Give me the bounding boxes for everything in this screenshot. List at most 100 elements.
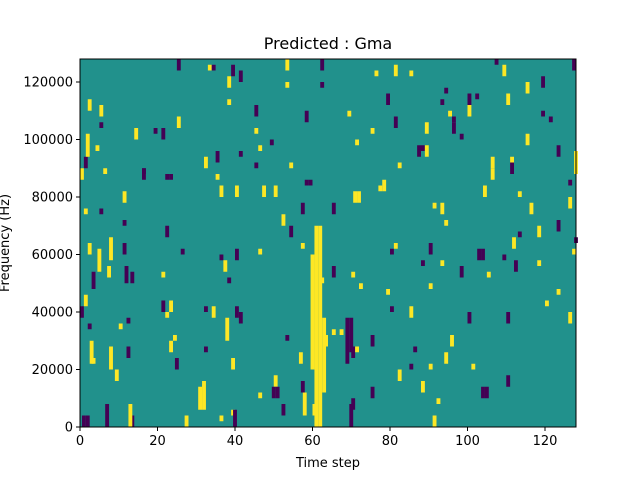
heatmap-cell	[510, 162, 514, 174]
x-tick-label: 100	[455, 434, 480, 449]
heatmap-cell	[211, 306, 216, 318]
x-axis-label: Time step	[295, 456, 360, 471]
heatmap-cell	[428, 283, 433, 289]
heatmap-cell	[134, 128, 139, 140]
heatmap-cell	[409, 363, 414, 370]
heatmap-cell	[436, 398, 441, 404]
heatmap-cell-high	[202, 381, 206, 410]
heatmap-cell-low	[349, 317, 354, 353]
heatmap-cell	[424, 122, 429, 134]
heatmap-cell	[281, 214, 286, 226]
heatmap-cell-high	[318, 225, 323, 427]
heatmap-cell	[355, 346, 359, 353]
heatmap-cell	[475, 93, 480, 100]
x-tick-label: 20	[149, 434, 166, 449]
heatmap-cell-high	[109, 346, 113, 370]
heatmap-cell	[339, 329, 344, 335]
heatmap-cell	[417, 145, 421, 157]
y-tick-label: 120000	[23, 76, 73, 91]
heatmap-cell	[258, 248, 263, 255]
heatmap-cell	[556, 289, 561, 295]
heatmap-cell	[169, 340, 173, 353]
heatmap-cell	[537, 260, 542, 266]
heatmap-cell	[130, 271, 135, 284]
heatmap-cell	[87, 99, 92, 111]
heatmap-cell-high	[225, 317, 230, 341]
heatmap-cell	[300, 243, 305, 249]
heatmap-cell	[440, 260, 445, 266]
y-tick-label: 80000	[32, 191, 73, 206]
heatmap-cell	[393, 243, 398, 249]
heatmap-cell	[421, 260, 425, 266]
heatmap-cell	[390, 248, 394, 255]
heatmap-cell	[215, 174, 220, 180]
heatmap-cell	[273, 375, 278, 387]
heatmap-cell	[347, 110, 352, 117]
heatmap-cell	[393, 116, 398, 128]
heatmap-cell	[428, 363, 433, 370]
heatmap-cell	[281, 404, 286, 416]
heatmap-cell	[572, 248, 576, 255]
heatmap-cell-high	[314, 225, 319, 427]
x-axis: 0 20 40 60 80 100 120	[76, 427, 557, 449]
heatmap-cell	[331, 329, 336, 335]
heatmap-cell	[169, 174, 173, 180]
heatmap-cell	[304, 179, 309, 186]
heatmap-cell	[514, 260, 518, 272]
heatmap-cell	[211, 64, 216, 71]
heatmap-cell	[483, 185, 487, 197]
heatmap-cell	[424, 145, 429, 157]
heatmap-cell	[285, 59, 290, 71]
heatmap-cell	[506, 375, 511, 387]
heatmap-cell	[99, 122, 104, 128]
heatmap-cell	[122, 243, 127, 255]
heatmap-cell	[262, 185, 266, 197]
heatmap-cell	[289, 162, 294, 169]
heatmap-cell	[502, 254, 507, 261]
heatmap-cell	[370, 386, 375, 399]
heatmap-cell	[83, 208, 88, 215]
heatmap-cell	[320, 59, 325, 71]
heatmap-cell	[173, 335, 177, 341]
heatmap-cell	[459, 133, 464, 140]
heatmap-cell	[386, 93, 390, 105]
heatmap-cell	[421, 381, 425, 393]
heatmap-cell	[382, 179, 387, 192]
heatmap-cell	[440, 99, 445, 105]
heatmap-cell	[161, 128, 166, 140]
heatmap-cell	[568, 312, 573, 324]
heatmap-cell	[235, 185, 239, 197]
heatmap-cell	[238, 70, 243, 82]
heatmap-cell	[572, 59, 576, 71]
heatmap-cell-high	[310, 254, 315, 370]
heatmap-cell	[207, 64, 212, 71]
heatmap-cell	[320, 82, 325, 88]
heatmap-cell	[568, 179, 573, 186]
heatmap-cell	[118, 323, 123, 330]
heatmap-cell-high	[302, 392, 307, 416]
heatmap-cell	[204, 306, 208, 312]
heatmap-cell	[238, 312, 243, 324]
heatmap-cell	[506, 93, 511, 105]
heatmap-cell-low	[233, 409, 237, 427]
heatmap-cell	[397, 369, 402, 381]
heatmap-cell	[204, 156, 208, 169]
x-tick-label: 60	[304, 434, 321, 449]
heatmap-cell	[370, 335, 375, 347]
heatmap-cell	[494, 59, 499, 65]
heatmap-cell-low	[477, 248, 482, 261]
heatmap-cell	[393, 64, 398, 77]
heatmap-cell	[300, 202, 305, 215]
heatmap-cell	[227, 277, 232, 284]
heatmap-cell	[227, 99, 232, 105]
heatmap-cell	[432, 415, 437, 427]
heatmap-cell	[165, 312, 170, 318]
heatmap-cell	[490, 156, 495, 163]
heatmap-cell	[370, 128, 375, 134]
heatmap-cell	[548, 116, 553, 123]
heatmap-cell	[448, 110, 452, 117]
heatmap-cell	[99, 105, 104, 117]
heatmap-cell	[235, 248, 239, 261]
heatmap-cell	[235, 306, 239, 318]
heatmap-cell	[444, 352, 449, 364]
